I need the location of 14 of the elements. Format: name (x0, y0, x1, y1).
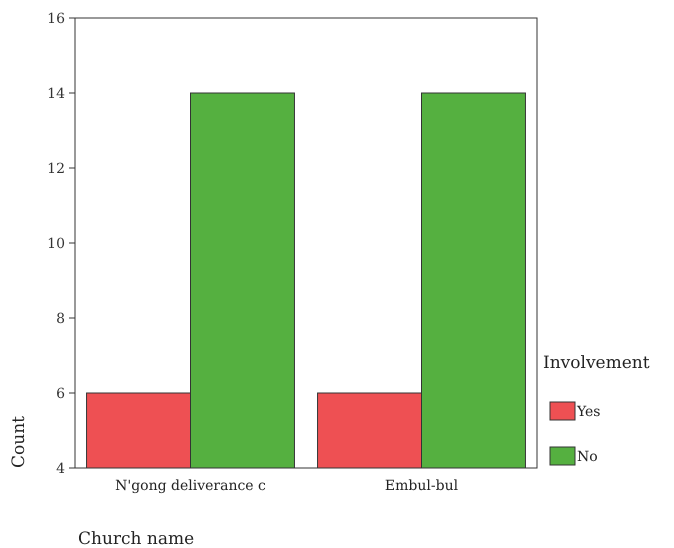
legend-label: Yes (576, 404, 600, 420)
y-tick-label: 14 (47, 86, 66, 102)
legend-title: Involvement (543, 353, 650, 373)
x-axis-title: Church name (78, 529, 194, 548)
y-tick-label: 8 (56, 310, 65, 327)
y-tick-label: 4 (56, 460, 66, 477)
y-tick-label: 12 (47, 160, 65, 177)
x-tick-label: Embul-bul (384, 478, 459, 494)
x-tick-label: N'gong deliverance c (115, 478, 266, 494)
y-tick-label: 10 (47, 236, 65, 252)
y-tick-label: 6 (56, 386, 66, 402)
y-tick-label: 16 (47, 10, 66, 27)
y-axis-title: Count (9, 416, 29, 468)
legend-label: No (577, 449, 598, 465)
